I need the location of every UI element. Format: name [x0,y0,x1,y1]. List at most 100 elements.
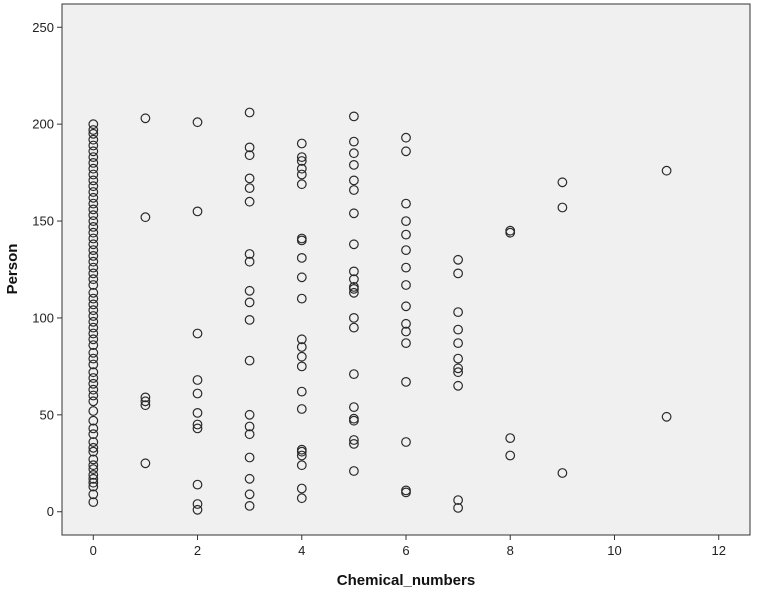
data-point [88,489,99,500]
data-point [296,460,307,471]
data-point [349,439,359,449]
data-point [88,396,99,407]
data-point [296,386,307,397]
data-point [244,196,255,207]
data-point [244,355,255,366]
data-point [349,148,359,159]
data-point [349,266,359,277]
data-point [88,373,99,383]
data-point [349,322,359,333]
data-point [88,328,99,339]
x-axis: 0 2 4 6 8 10 12 [90,535,726,558]
data-point [349,313,359,323]
data-point [296,404,307,414]
data-point [349,136,359,147]
data-point [140,113,151,124]
data-point [349,185,359,195]
data-point [453,338,464,349]
data-point [401,318,411,329]
data-point [88,157,99,168]
data-point [88,406,99,416]
data-point [88,175,99,186]
data-point [296,493,307,504]
data-point [453,307,464,318]
data-point [88,268,99,279]
y-axis: 0 50 100 150 200 250 [32,20,62,519]
data-point [244,107,255,118]
data-point [88,140,99,151]
data-point [88,216,99,227]
data-point [296,152,307,163]
data-point [505,450,516,461]
data-point [192,423,203,434]
data-point [296,334,307,345]
data-point [401,437,411,447]
data-point [88,210,99,221]
data-point [401,485,411,496]
data-point [296,252,307,263]
data-point [192,206,203,217]
data-point [349,435,359,445]
data-point [401,301,411,312]
data-point [88,384,99,395]
data-point [349,208,359,219]
data-point [244,429,255,440]
data-point [453,367,464,378]
data-point [453,324,464,335]
data-point [88,316,99,327]
data-point [349,402,359,413]
data-point [88,353,99,364]
data-point [140,400,151,411]
data-point [244,452,255,463]
data-point [453,363,464,374]
data-point [296,169,307,180]
data-point [88,163,99,174]
data-point [244,501,255,511]
data-point [88,464,99,475]
x-tick-label: 12 [711,543,725,558]
data-point [401,229,411,240]
data-points [88,107,672,515]
data-point [401,326,411,337]
y-axis-title: Person [4,244,21,295]
data-point [88,454,99,465]
data-point [88,442,99,453]
data-point [453,503,464,513]
data-point [244,489,255,500]
data-point [88,429,99,440]
data-point [88,134,99,145]
data-point [244,183,255,194]
data-point [401,132,411,143]
data-point [88,250,99,261]
data-point [296,483,307,494]
y-tick-label: 150 [32,214,54,229]
data-point [88,119,99,130]
data-point [244,150,255,161]
data-point [88,262,99,273]
data-point [88,470,99,480]
data-point [401,338,411,349]
data-point [88,378,99,389]
data-point [505,225,516,236]
data-point [192,117,203,128]
x-tick-label: 2 [194,543,201,558]
data-point [88,221,99,232]
data-point [296,233,307,244]
data-point [349,175,359,186]
data-point [401,280,411,290]
data-point [192,419,203,430]
data-point [140,212,151,223]
data-point [88,198,99,209]
data-point [88,481,99,492]
data-point [453,353,464,364]
data-point [88,390,99,401]
data-point [192,375,203,385]
data-point [140,396,151,407]
data-point [557,177,568,188]
data-point [296,138,307,149]
data-point [88,322,99,333]
data-point [349,369,359,380]
data-point [88,227,99,238]
data-point [349,287,359,298]
